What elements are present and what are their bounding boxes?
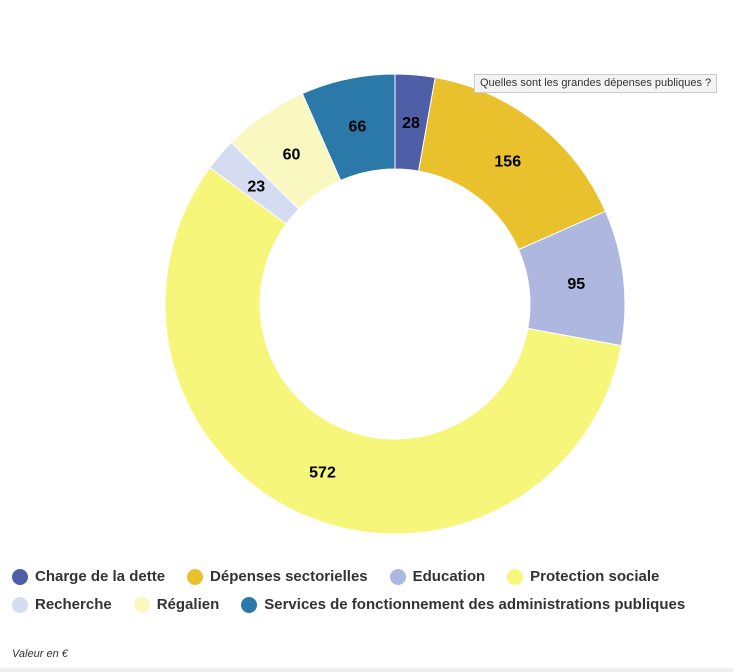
legend-label: Recherche: [35, 596, 112, 613]
data-label-charge-de-la-dette: 28: [402, 115, 420, 132]
legend-swatch: [12, 596, 28, 613]
legend-swatch: [133, 596, 150, 613]
legend-swatch: [389, 568, 406, 585]
data-label-depenses-sectorielles: 156: [494, 154, 521, 171]
bottom-bar: [0, 668, 733, 672]
legend-item-charge-de-la-dette[interactable]: Charge de la dette: [12, 568, 165, 585]
legend-item-regalien[interactable]: Régalien: [133, 596, 220, 613]
data-label-services-de-fonctionnement-des-administrations-publiques: 66: [349, 118, 367, 135]
data-label-recherche: 23: [247, 178, 265, 195]
legend-swatch: [507, 568, 524, 585]
donut-chart: 28 156 95 572 23 60 66: [164, 73, 626, 535]
slice-services-de-fonctionnement-des-administrations-publiques[interactable]: [301, 73, 396, 182]
legend-item-education[interactable]: Education: [389, 568, 486, 585]
chart-legend: Charge de la dette Dépenses sectorielles E…: [12, 568, 727, 613]
legend-swatch: [187, 568, 204, 585]
legend-label: Services de fonctionnement des administr…: [264, 596, 686, 613]
legend-item-depenses-sectorielles[interactable]: Dépenses sectorielles: [187, 568, 368, 585]
legend-label: Education: [412, 568, 486, 585]
chart-slices: [164, 73, 626, 535]
chart-tooltip: Quelles sont les grandes dépenses publiq…: [474, 74, 718, 93]
data-label-education: 95: [567, 276, 585, 293]
legend-label: Charge de la dette: [35, 568, 166, 585]
legend-item-protection-sociale[interactable]: Protection sociale: [507, 568, 659, 585]
data-label-protection-sociale: 572: [309, 464, 336, 481]
legend-label: Protection sociale: [530, 568, 660, 585]
legend-swatch: [12, 568, 28, 585]
legend-item-recherche[interactable]: Recherche: [12, 596, 112, 613]
chart-data-labels: 28 156 95 572 23 60 66: [247, 115, 585, 481]
legend-label: Régalien: [156, 596, 220, 613]
slice-protection-sociale[interactable]: [164, 166, 622, 535]
legend-swatch: [241, 596, 258, 613]
legend-item-services-de-fonctionnement-des-administrations-publiques[interactable]: Services de fonctionnement des administr…: [241, 596, 685, 613]
data-label-regalien: 60: [283, 147, 301, 164]
footnote: Valeur en €: [12, 648, 68, 660]
legend-label: Dépenses sectorielles: [210, 568, 368, 585]
